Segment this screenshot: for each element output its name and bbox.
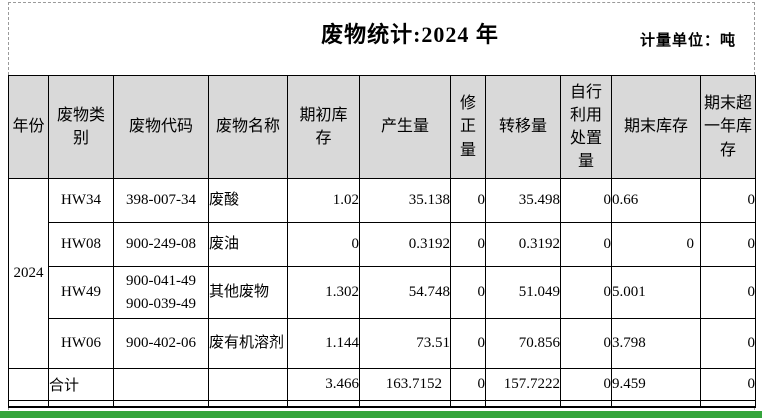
self-disposed-cell[interactable]: 0 xyxy=(560,222,612,267)
table-row: 2024 HW34 398-007-34 废酸 1.02 35.138 0 35… xyxy=(8,178,756,369)
total-row: 合计 3.466 163.7152 0 157.7222 0 9.459 0 xyxy=(8,368,756,401)
transferred-cell[interactable]: 51.049 xyxy=(485,266,561,319)
total-opening-stock-cell[interactable]: 3.466 xyxy=(287,368,360,401)
total-transferred-cell[interactable]: 157.7222 xyxy=(485,368,561,401)
empty-cell xyxy=(208,400,288,408)
code-cell[interactable]: 900-402-06 xyxy=(113,318,209,369)
ending-stock-cell[interactable]: 3.798 xyxy=(611,318,701,369)
header-correction[interactable]: 修正量 xyxy=(450,75,486,179)
name-cell[interactable]: 废油 xyxy=(208,222,288,267)
header-waste-code[interactable]: 废物代码 xyxy=(113,75,209,179)
empty-cell xyxy=(611,400,701,408)
name-cell[interactable]: 废有机溶剂 xyxy=(208,318,288,369)
opening-stock-cell[interactable]: 0 xyxy=(287,222,360,267)
generated-cell[interactable]: 54.748 xyxy=(359,266,451,319)
name-cell[interactable]: 废酸 xyxy=(208,178,288,223)
self-disposed-cell[interactable]: 0 xyxy=(560,178,612,223)
empty-cell xyxy=(560,400,612,408)
table-row: HW06 900-402-06 废有机溶剂 1.144 73.51 0 70.8… xyxy=(9,318,756,369)
over-one-year-cell[interactable]: 0 xyxy=(700,178,756,223)
category-cell[interactable]: HW06 xyxy=(48,318,114,369)
transferred-cell[interactable]: 0.3192 xyxy=(485,222,561,267)
empty-code-cell[interactable] xyxy=(113,368,209,401)
empty-cell xyxy=(359,400,451,408)
transferred-cell[interactable]: 70.856 xyxy=(485,318,561,369)
opening-stock-cell[interactable]: 1.302 xyxy=(287,266,360,319)
header-generated[interactable]: 产生量 xyxy=(359,75,451,179)
table-row: HW49 900-041-49 900-039-49 其他废物 1.302 54… xyxy=(9,266,756,319)
header-waste-category[interactable]: 废物类别 xyxy=(48,75,114,179)
generated-cell[interactable]: 35.138 xyxy=(359,178,451,223)
transferred-cell[interactable]: 35.498 xyxy=(485,178,561,223)
code-cell[interactable]: 900-249-08 xyxy=(113,222,209,267)
empty-cell xyxy=(287,400,360,408)
empty-cell xyxy=(700,400,756,408)
header-self-disposed[interactable]: 自行利用处置量 xyxy=(560,75,612,179)
header-waste-name[interactable]: 废物名称 xyxy=(208,75,288,179)
name-cell[interactable]: 其他废物 xyxy=(208,266,288,319)
total-generated-cell[interactable]: 163.7152 xyxy=(359,368,451,401)
empty-cell xyxy=(450,400,486,408)
correction-cell[interactable]: 0 xyxy=(450,266,486,319)
waste-statistics-table: 年份 废物类别 废物代码 废物名称 期初库存 产生量 修正量 转移量 自行利用处… xyxy=(8,75,756,408)
self-disposed-cell[interactable]: 0 xyxy=(560,318,612,369)
empty-cell xyxy=(48,400,114,408)
generated-cell[interactable]: 0.3192 xyxy=(359,222,451,267)
empty-year-cell[interactable] xyxy=(8,368,49,401)
header-transferred[interactable]: 转移量 xyxy=(485,75,561,179)
header-ending-stock[interactable]: 期末库存 xyxy=(611,75,701,179)
correction-cell[interactable]: 0 xyxy=(450,178,486,223)
header-row: 年份 废物类别 废物代码 废物名称 期初库存 产生量 修正量 转移量 自行利用处… xyxy=(8,75,756,179)
opening-stock-cell[interactable]: 1.144 xyxy=(287,318,360,369)
empty-cell xyxy=(113,400,209,408)
category-cell[interactable]: HW34 xyxy=(48,178,114,223)
self-disposed-cell[interactable]: 0 xyxy=(560,266,612,319)
category-cell[interactable]: HW49 xyxy=(48,266,114,319)
total-correction-cell[interactable]: 0 xyxy=(450,368,486,401)
over-one-year-cell[interactable]: 0 xyxy=(700,266,756,319)
unit-label: 计量单位：吨 xyxy=(639,33,736,49)
empty-cell xyxy=(485,400,561,408)
empty-name-cell[interactable] xyxy=(208,368,288,401)
sheet-bottom-bar xyxy=(0,411,762,418)
header-year[interactable]: 年份 xyxy=(8,75,49,179)
correction-cell[interactable]: 0 xyxy=(450,222,486,267)
table-row: HW08 900-249-08 废油 0 0.3192 0 0.3192 0 0… xyxy=(9,222,756,267)
generated-cell[interactable]: 73.51 xyxy=(359,318,451,369)
code-cell[interactable]: 900-041-49 900-039-49 xyxy=(113,266,209,319)
ending-stock-cell[interactable]: 0 xyxy=(611,222,701,267)
year-cell[interactable]: 2024 xyxy=(8,178,49,369)
report-title: 废物统计:2024 年 xyxy=(321,22,499,47)
ending-stock-cell[interactable]: 5.001 xyxy=(611,266,701,319)
over-one-year-cell[interactable]: 0 xyxy=(700,318,756,369)
correction-cell[interactable]: 0 xyxy=(450,318,486,369)
header-over-one-year-stock[interactable]: 期末超一年库存 xyxy=(700,75,756,179)
empty-cell xyxy=(8,400,49,408)
code-cell[interactable]: 398-007-34 xyxy=(113,178,209,223)
total-over-one-year-cell[interactable]: 0 xyxy=(700,368,756,401)
category-cell[interactable]: HW08 xyxy=(48,222,114,267)
ending-stock-cell[interactable]: 0.66 xyxy=(611,178,701,223)
over-one-year-cell[interactable]: 0 xyxy=(700,222,756,267)
total-self-disposed-cell[interactable]: 0 xyxy=(560,368,612,401)
opening-stock-cell[interactable]: 1.02 xyxy=(287,178,360,223)
clipped-empty-row xyxy=(8,400,756,408)
total-label-cell[interactable]: 合计 xyxy=(48,368,114,401)
header-opening-stock[interactable]: 期初库存 xyxy=(287,75,360,179)
total-ending-stock-cell[interactable]: 9.459 xyxy=(611,368,701,401)
